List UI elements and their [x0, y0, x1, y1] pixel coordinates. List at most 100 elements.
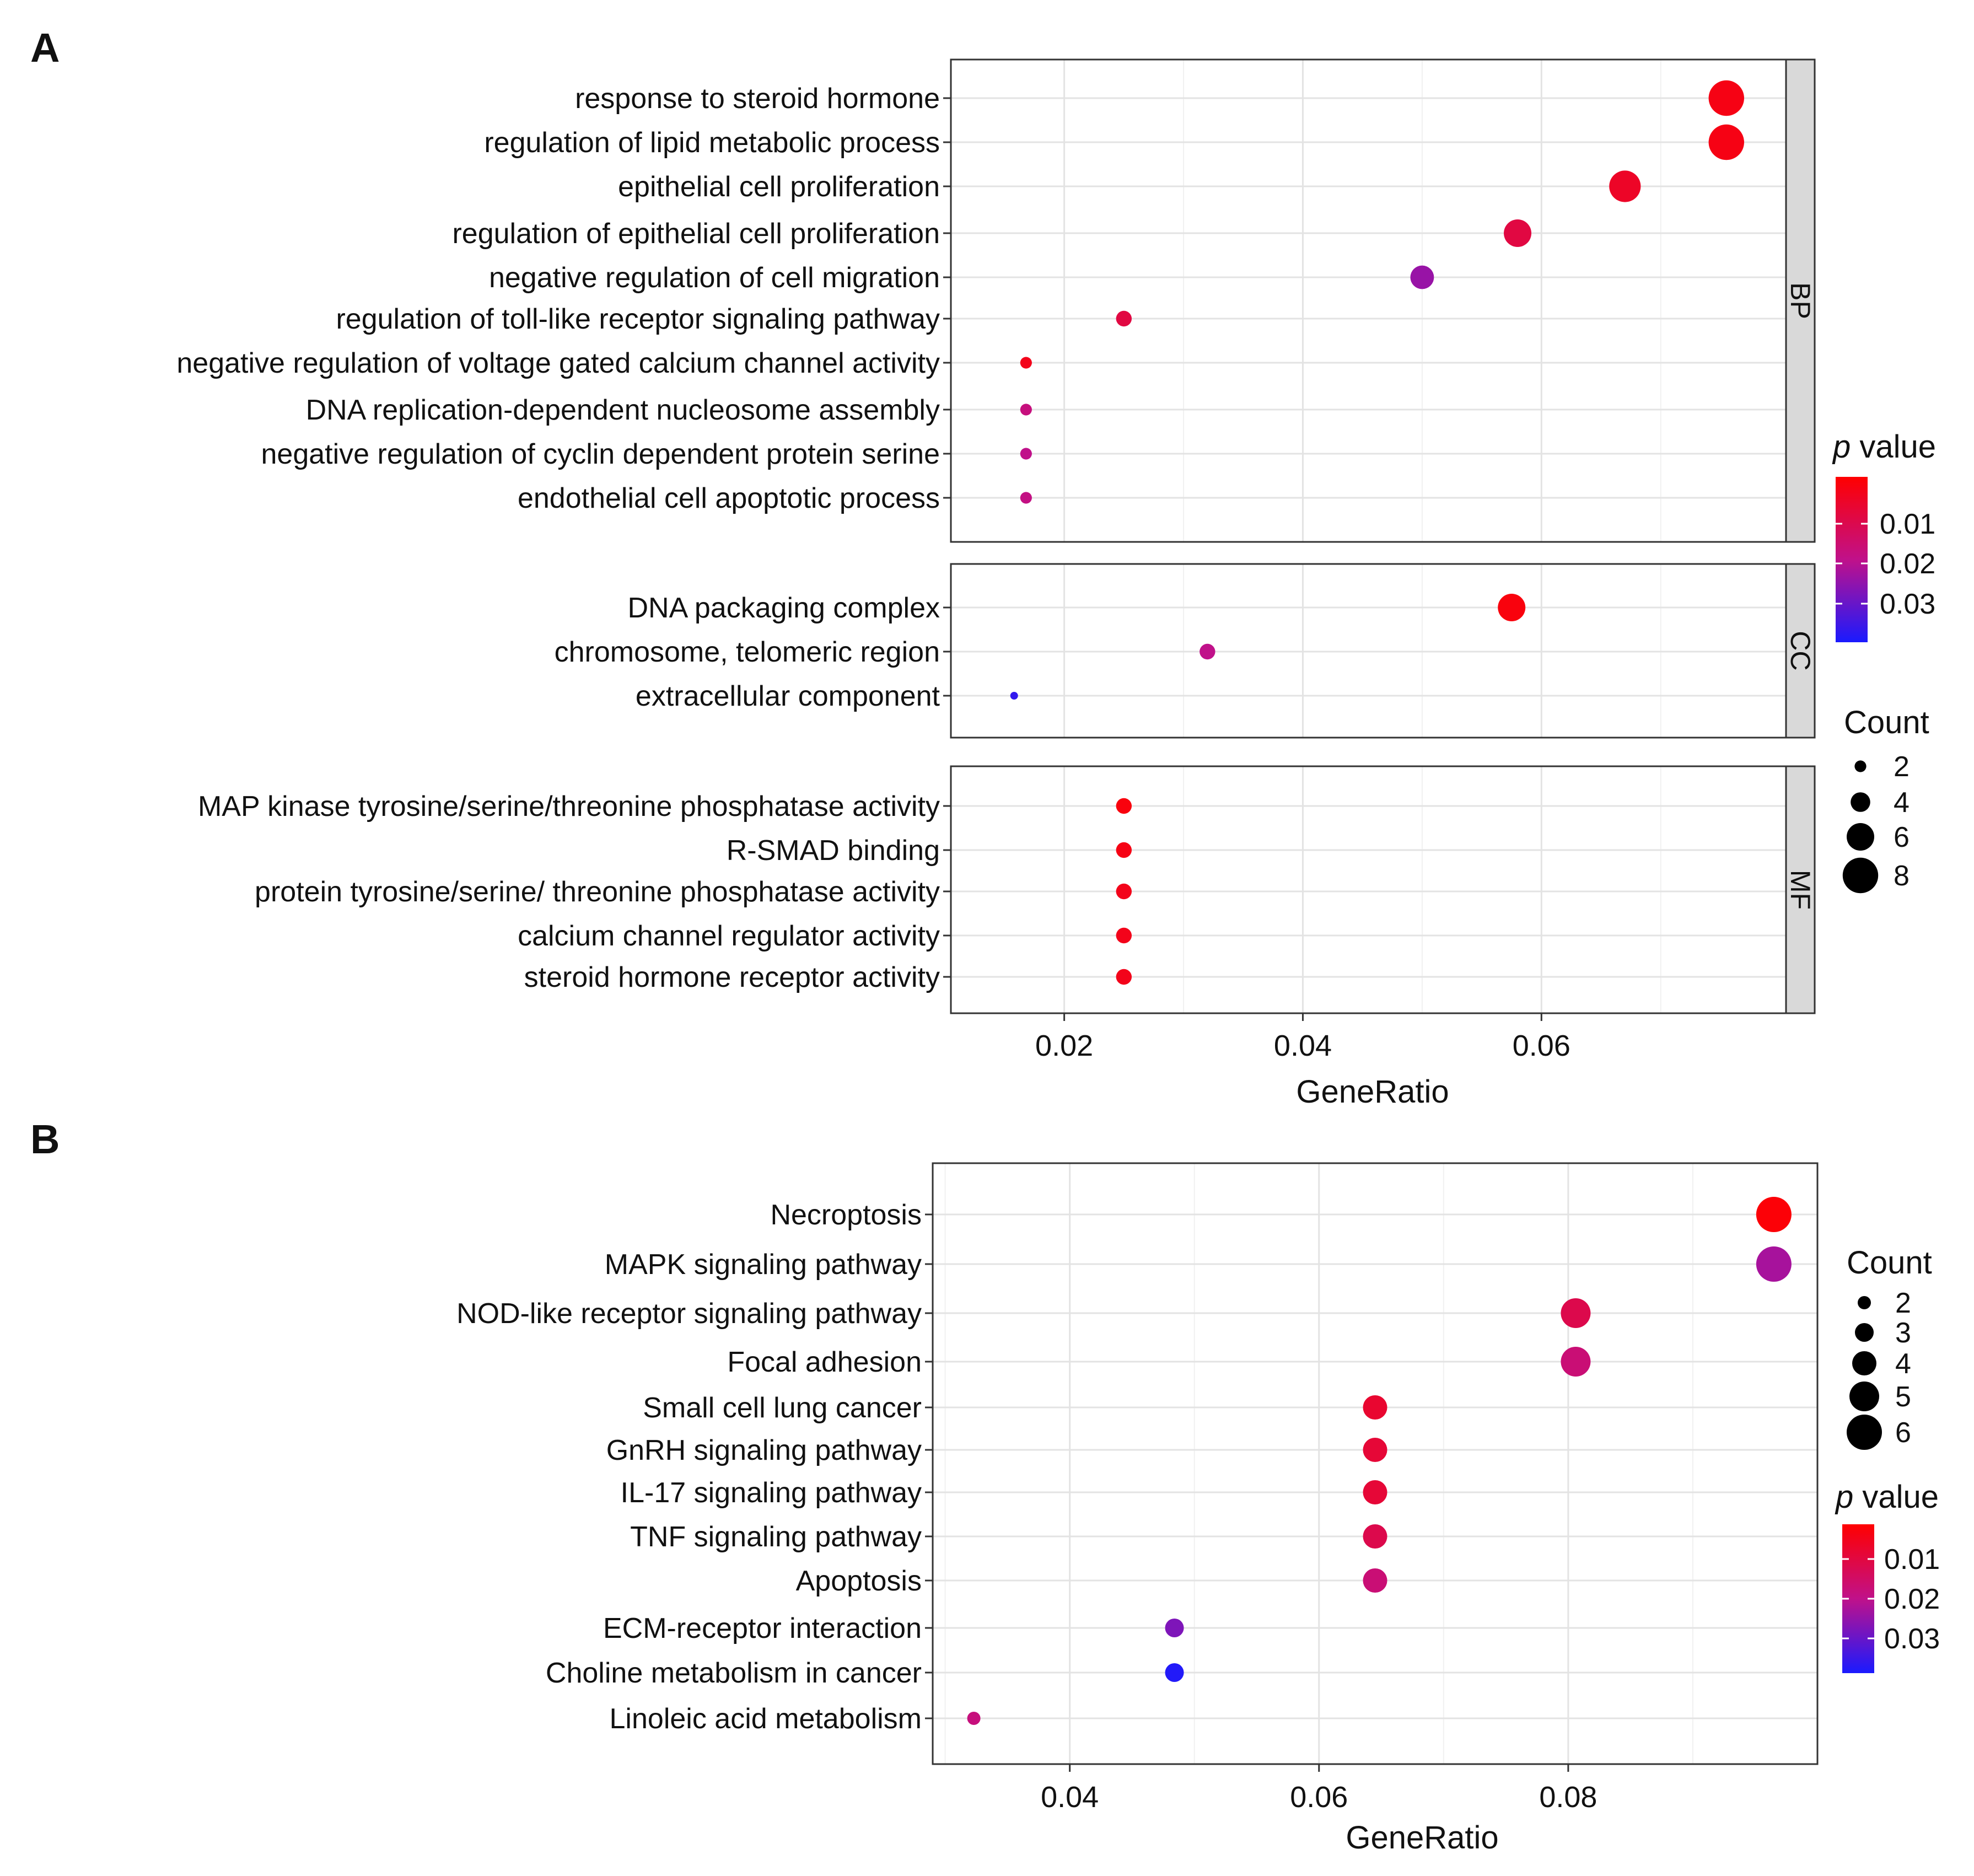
size-legend-label: 4 [1895, 1348, 1911, 1380]
facet-strip-label: MF [1785, 870, 1816, 910]
data-point [1609, 170, 1641, 202]
data-point [1116, 927, 1132, 944]
panel-b-x-axis-title: GeneRatio [1346, 1820, 1498, 1856]
term-label: negative regulation of cyclin dependent … [261, 438, 940, 470]
panel-b-color-legend: p value 0.01 0.02 0.03 [1835, 1479, 1940, 1673]
data-point [1010, 692, 1018, 700]
data-point [1116, 798, 1132, 814]
pathway-label: Choline metabolism in cancer [546, 1657, 922, 1689]
panel-a-size-legend-title: Count [1844, 705, 1929, 740]
data-point [967, 1712, 981, 1725]
size-legend-dot [1842, 857, 1879, 894]
pathway-label: IL-17 signaling pathway [621, 1477, 922, 1509]
data-point [1020, 404, 1032, 416]
data-point [1165, 1663, 1184, 1682]
pathway-label: Apoptosis [796, 1565, 922, 1597]
size-legend-dot [1858, 1296, 1871, 1309]
panel-a-x-axis-title: GeneRatio [1296, 1074, 1449, 1110]
term-label: protein tyrosine/serine/ threonine phosp… [255, 876, 940, 908]
data-point [1165, 1619, 1184, 1637]
data-point [1363, 1480, 1387, 1504]
term-label: regulation of lipid metabolic process [484, 127, 940, 159]
panel-a-color-legend-title-p: p [1832, 429, 1851, 465]
panel-a-color-bar [1836, 477, 1868, 642]
size-legend-dot [1855, 1323, 1874, 1342]
size-legend-label: 8 [1894, 860, 1910, 892]
panel-a-color-legend-title: p value [1832, 429, 1936, 465]
term-label: chromosome, telomeric region [555, 636, 940, 668]
panel-a: A response to steroid hormone regulation … [30, 25, 1936, 1110]
facet-strip-label: BP [1785, 282, 1816, 319]
facet-strip [1785, 765, 1816, 1014]
facet-mf: MAP kinase tyrosine/serine/threonine pho… [198, 765, 1816, 1014]
pathway-label: Linoleic acid metabolism [610, 1703, 922, 1735]
data-point [1200, 643, 1215, 660]
term-label: regulation of epithelial cell proliferat… [452, 218, 940, 250]
panel-a-x-axis: 0.02 0.04 0.06 [1035, 1013, 1570, 1062]
facet-strip-label: CC [1785, 631, 1816, 670]
color-legend-label: 0.02 [1884, 1583, 1940, 1615]
size-legend-dot [1854, 760, 1867, 772]
term-label: extracellular component [636, 680, 940, 712]
data-point [1363, 1524, 1387, 1549]
panel-b-color-legend-title-rest: value [1853, 1479, 1939, 1515]
size-legend-label: 2 [1894, 751, 1910, 783]
size-legend-dot [1849, 1382, 1879, 1411]
data-point [1116, 842, 1132, 858]
facet-cc: DNA packaging complex chromosome, telomer… [555, 563, 1816, 739]
pathway-label: TNF signaling pathway [630, 1521, 922, 1553]
term-label: epithelial cell proliferation [618, 171, 940, 203]
term-label: steroid hormone receptor activity [524, 961, 940, 993]
x-tick-label: 0.08 [1539, 1781, 1597, 1814]
data-point [1498, 594, 1526, 621]
facet-strip [1785, 58, 1816, 543]
size-legend-label: 4 [1894, 787, 1910, 819]
term-label: MAP kinase tyrosine/serine/threonine pho… [198, 791, 940, 823]
x-tick-label: 0.02 [1035, 1029, 1093, 1062]
term-label: negative regulation of cell migration [489, 262, 940, 294]
color-legend-label: 0.03 [1880, 588, 1935, 620]
size-legend-dot [1852, 1351, 1876, 1375]
facet-panel-background [951, 60, 1786, 542]
pathway-label: NOD-like receptor signaling pathway [456, 1298, 922, 1330]
data-point [1708, 124, 1744, 160]
x-tick-label: 0.04 [1041, 1781, 1099, 1814]
data-point [1756, 1246, 1792, 1282]
size-legend-label: 6 [1895, 1417, 1911, 1449]
size-legend-dot [1847, 1415, 1882, 1450]
facet-bp: response to steroid hormone regulation of… [176, 58, 1816, 543]
data-point [1504, 219, 1532, 247]
color-legend-label: 0.01 [1884, 1544, 1940, 1576]
panel-b-plot-background [933, 1163, 1817, 1764]
pathway-label: MAPK signaling pathway [605, 1249, 922, 1281]
term-label: R-SMAD binding [727, 835, 940, 867]
panel-b-color-legend-title: p value [1835, 1479, 1939, 1515]
panel-a-color-legend: p value 0.01 0.02 0.03 [1832, 429, 1936, 642]
x-tick-label: 0.06 [1513, 1029, 1570, 1062]
panel-b-size-legend-title: Count [1847, 1245, 1932, 1281]
term-label: DNA replication-dependent nucleosome ass… [306, 394, 940, 426]
panel-b-label: B [30, 1116, 60, 1162]
term-label: regulation of toll-like receptor signali… [336, 303, 940, 335]
panel-a-color-legend-title-rest: value [1851, 429, 1936, 465]
data-point [1561, 1347, 1591, 1377]
pathway-label: GnRH signaling pathway [606, 1434, 922, 1466]
panel-a-size-legend: Count 2 46 8 [1842, 705, 1929, 894]
panel-b-plot-border [932, 1162, 1819, 1765]
data-point [1410, 265, 1434, 289]
pathway-label: Focal adhesion [727, 1346, 922, 1378]
size-legend-label: 6 [1894, 821, 1910, 853]
data-point [1020, 357, 1032, 369]
data-point [1756, 1197, 1792, 1232]
pathway-label: ECM-receptor interaction [603, 1612, 922, 1644]
size-legend-dot [1847, 823, 1874, 851]
data-point [1708, 80, 1744, 116]
data-point [1116, 883, 1132, 900]
facet-strip [1785, 563, 1816, 739]
color-legend-label: 0.03 [1884, 1623, 1940, 1655]
pathway-label: Small cell lung cancer [643, 1392, 922, 1424]
data-point [1116, 310, 1132, 327]
panel-a-label: A [30, 25, 60, 71]
